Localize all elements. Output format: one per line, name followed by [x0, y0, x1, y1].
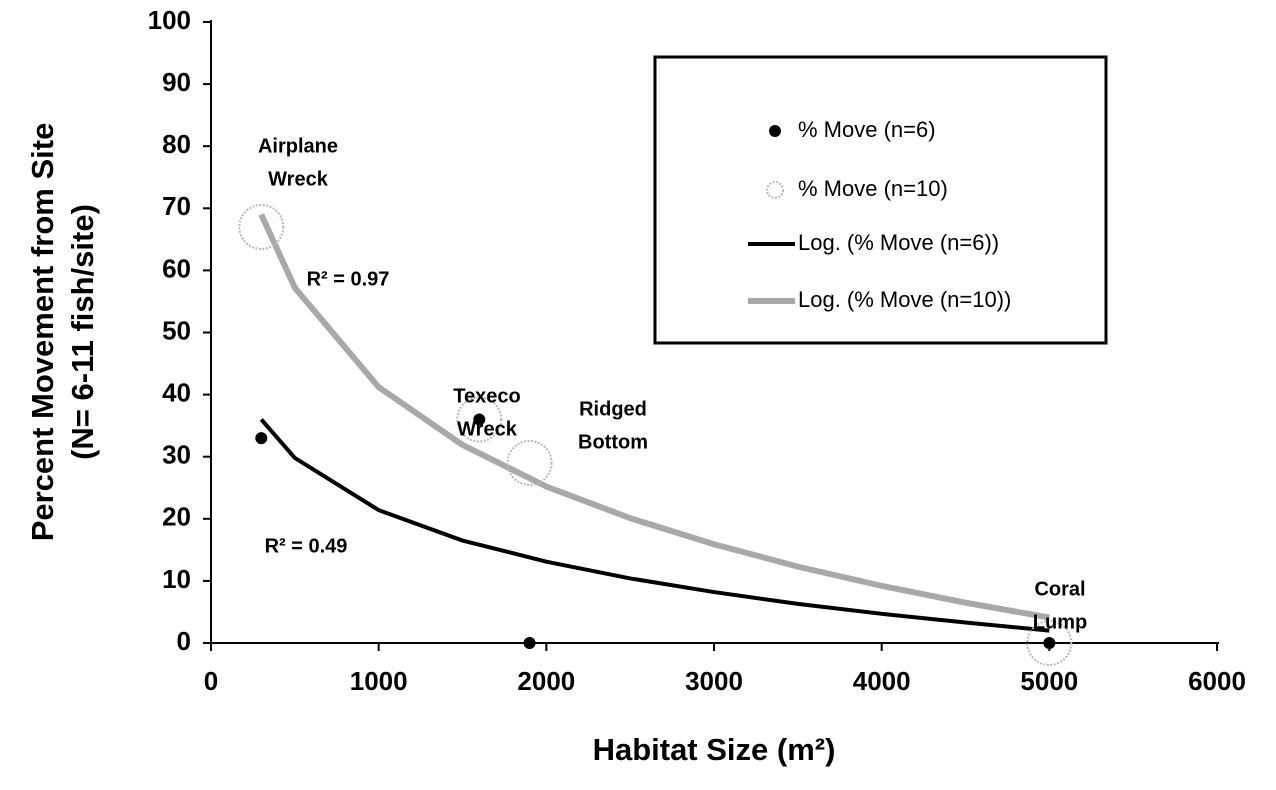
legend-box	[653, 55, 1108, 345]
y-tick-label: 20	[162, 502, 191, 532]
y-tick-label: 50	[162, 315, 191, 345]
x-axis-title: Habitat Size (m²)	[593, 732, 836, 767]
annotation: R² = 0.49	[265, 535, 348, 557]
annotation: R² = 0.97	[307, 268, 390, 290]
point	[238, 203, 285, 250]
legend-marker	[766, 181, 784, 199]
legend-label: Log. (% Move (n=6))	[798, 230, 999, 255]
x-tick-label: 2000	[517, 666, 575, 696]
legend-label: Log. (% Move (n=10))	[798, 287, 1011, 312]
legend-label: % Move (n=10)	[798, 176, 948, 201]
y-tick-label: 60	[162, 253, 191, 283]
y-tick-label: 100	[148, 5, 191, 35]
point	[523, 637, 536, 649]
point	[1026, 620, 1073, 666]
trendline	[259, 418, 1050, 633]
legend-marker	[769, 125, 781, 137]
annotation: Ridged	[579, 398, 647, 420]
annotation: Coral	[1034, 578, 1085, 600]
point	[506, 439, 553, 486]
y-tick-label: 40	[162, 377, 191, 407]
annotation: Texeco	[453, 385, 520, 407]
x-tick-label: 1000	[350, 666, 408, 696]
point	[255, 432, 268, 445]
annotation: Wreck	[457, 418, 518, 440]
x-tick-label: 4000	[853, 666, 911, 696]
annotation: Wreck	[268, 168, 329, 190]
point	[1043, 637, 1056, 649]
x-tick-label: 3000	[685, 666, 743, 696]
y-tick-label: 80	[162, 129, 191, 159]
point	[456, 396, 503, 443]
annotation: Airplane	[258, 135, 338, 157]
legend-label: % Move (n=6)	[798, 117, 936, 142]
y-tick-label: 0	[177, 626, 191, 656]
y-tick-label: 10	[162, 564, 191, 594]
y-tick-label: 90	[162, 67, 191, 97]
trendline	[258, 213, 1050, 621]
x-tick-label: 5000	[1020, 666, 1078, 696]
point	[473, 413, 486, 426]
y-axis-title-line: Percent Movement from Site	[25, 123, 60, 542]
annotation: Bottom	[578, 431, 648, 453]
y-tick-label: 70	[162, 191, 191, 221]
x-tick-label: 0	[204, 666, 218, 696]
y-axis-title: Percent Movement from Site (N= 6-11 fish…	[25, 123, 100, 542]
y-tick-label: 30	[162, 440, 191, 470]
annotation: Lump	[1033, 611, 1087, 633]
y-axis-title-line: (N= 6-11 fish/site)	[65, 204, 100, 460]
x-tick-label: 6000	[1188, 666, 1246, 696]
